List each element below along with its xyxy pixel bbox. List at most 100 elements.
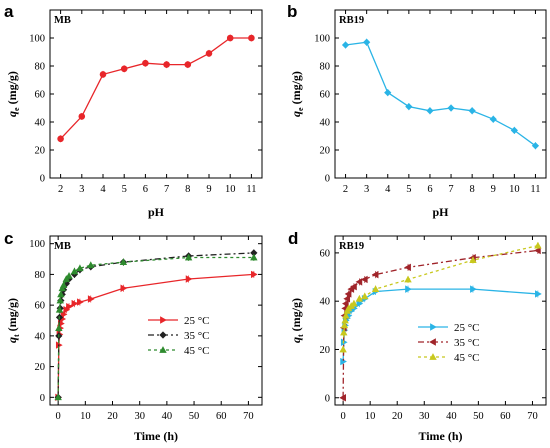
data-point-series-1 (57, 135, 64, 143)
x-axis-label: pH (148, 205, 165, 219)
x-tick-label: 20 (107, 411, 118, 422)
data-point-series-3 (361, 292, 369, 300)
x-axis-label: Time (h) (134, 429, 178, 443)
data-point-series-1 (489, 115, 497, 123)
x-tick-label: 5 (122, 184, 127, 195)
series-line-2 (57, 252, 254, 398)
panel-letter-d: d (288, 229, 298, 248)
data-point-series-1 (87, 295, 95, 303)
series-line-1 (342, 288, 538, 362)
data-point-series-3 (55, 305, 64, 313)
data-point-series-1 (77, 298, 84, 306)
data-point-series-1 (142, 59, 149, 67)
legend-label-3: 45 °C (454, 352, 480, 364)
legend-label-2: 35 °C (184, 330, 210, 342)
data-point-series-3 (404, 275, 412, 283)
data-point-series-1 (99, 71, 107, 78)
x-tick-label: 2 (343, 184, 348, 195)
data-point-series-1 (184, 61, 192, 68)
legend-label-2: 35 °C (454, 337, 480, 349)
series-line-3 (342, 245, 539, 350)
data-point-series-1 (341, 41, 350, 49)
data-point-series-2 (371, 270, 379, 279)
y-tick-label: 100 (29, 34, 45, 45)
x-tick-label: 70 (243, 411, 254, 422)
y-axis-label-subscript: t (296, 334, 305, 337)
x-tick-label: 20 (392, 411, 403, 422)
data-point-series-3 (340, 321, 349, 329)
legend-label-3: 45 °C (184, 345, 210, 357)
data-point-series-1 (363, 38, 371, 46)
data-point-series-3 (350, 299, 358, 307)
x-tick-label: 9 (491, 184, 496, 195)
data-point-series-1 (185, 275, 193, 283)
data-point-series-1 (248, 34, 255, 42)
data-point-series-2 (350, 282, 357, 291)
data-point-series-3 (342, 311, 350, 319)
panel-sample-label: MB (54, 15, 71, 26)
data-point-series-3 (76, 264, 84, 272)
data-point-series-1 (384, 88, 392, 97)
legend-label-1: 25 °C (184, 315, 210, 327)
data-point-series-3 (87, 261, 95, 269)
series-line-3 (57, 256, 254, 398)
data-point-series-1 (120, 65, 128, 73)
y-axis-label-unit: (mg/g) (5, 71, 19, 107)
data-point-series-3 (355, 294, 364, 302)
data-point-series-1 (468, 107, 476, 115)
data-point-series-3 (56, 296, 64, 304)
y-axis-label: qt (mg/g) (289, 298, 305, 343)
data-point-series-2 (355, 278, 363, 286)
y-axis-label-symbol: q (5, 111, 19, 117)
data-point-series-3 (469, 256, 477, 264)
y-tick-label: 20 (35, 146, 46, 157)
legend-marker-2 (159, 331, 167, 339)
panel-sample-label: RB19 (339, 241, 364, 252)
x-tick-label: 2 (58, 184, 63, 195)
y-tick-label: 20 (320, 146, 331, 157)
data-point-series-3 (119, 258, 128, 265)
y-axis-label-subscript: e (12, 107, 21, 111)
y-tick-label: 80 (320, 62, 331, 73)
panel-letter-c: c (4, 229, 13, 248)
x-tick-label: 7 (448, 184, 453, 195)
y-axis-label-subscript: t (12, 334, 21, 337)
y-axis-label-subscript: e (296, 107, 305, 111)
x-axis-label: pH (432, 205, 449, 219)
x-tick-label: 6 (143, 184, 148, 195)
data-point-series-1 (250, 270, 258, 279)
data-point-series-3 (340, 328, 348, 336)
data-point-series-2 (404, 263, 411, 272)
legend-label-1: 25 °C (454, 322, 480, 334)
x-tick-label: 3 (364, 184, 369, 195)
x-tick-label: 4 (385, 184, 391, 195)
data-point-series-3 (184, 253, 193, 261)
legend-marker-3 (429, 353, 437, 360)
x-tick-label: 0 (340, 411, 345, 422)
y-tick-label: 0 (40, 393, 45, 404)
panel-b: b 2 3 4 5 6 7 8 9 10 11 0 20 40 60 80 100 pH qe (mg/g) RB1… (287, 2, 547, 219)
data-point-series-1 (66, 302, 73, 311)
y-tick-label: 100 (314, 34, 330, 45)
legend: 25 °C 35 °C 45 °C (418, 322, 480, 364)
data-point-series-1 (205, 50, 213, 57)
y-axis-label-symbol: q (289, 111, 303, 117)
data-point-series-3 (57, 290, 65, 298)
plot-frame (49, 235, 263, 406)
x-tick-label: 40 (446, 411, 457, 422)
data-point-series-3 (54, 393, 62, 401)
panel-sample-label: MB (54, 241, 71, 252)
data-point-series-3 (55, 324, 63, 332)
y-axis-label-unit: (mg/g) (289, 298, 303, 334)
panel-d: d 0 10 20 30 40 50 60 70 0 20 40 60 Time (h) qt (mg/g… (288, 229, 547, 443)
data-point-series-1 (71, 299, 79, 308)
x-tick-label: 3 (79, 184, 84, 195)
y-axis-label-unit: (mg/g) (289, 71, 303, 107)
panel-a: a 2 3 4 5 6 7 8 9 10 11 0 20 40 60 80 100 pH qe (mg/g) MB (4, 2, 263, 219)
x-tick-label: 10 (225, 184, 236, 195)
data-point-series-3 (65, 272, 73, 279)
series-line-1 (345, 41, 536, 147)
panel-sample-label: RB19 (339, 15, 364, 26)
x-tick-label: 5 (406, 184, 411, 195)
x-tick-label: 40 (162, 411, 173, 422)
